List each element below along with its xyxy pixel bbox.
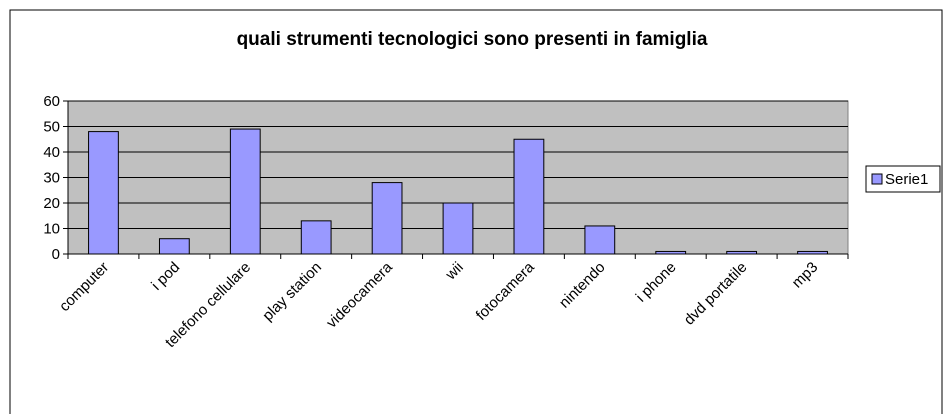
bar [88,131,119,255]
legend-swatch [871,173,883,185]
bar [584,225,616,255]
y-tick-label: 50 [43,119,60,136]
y-tick-label: 30 [43,170,60,187]
bar [158,238,190,255]
y-tick-label: 40 [43,144,60,161]
bar [442,202,474,255]
y-tick-label: 20 [43,195,60,212]
bar [229,128,261,255]
bar [797,250,828,255]
chart-title: quali strumenti tecnologici sono present… [237,29,708,50]
y-tick-label: 10 [43,221,60,238]
bar [726,250,758,255]
y-tick-label: 0 [52,246,60,263]
bar [513,138,545,255]
legend-label: Serie1 [885,171,928,188]
y-tick-label: 60 [43,93,60,110]
bar [371,182,403,255]
bar [655,250,687,255]
bar [300,220,332,255]
